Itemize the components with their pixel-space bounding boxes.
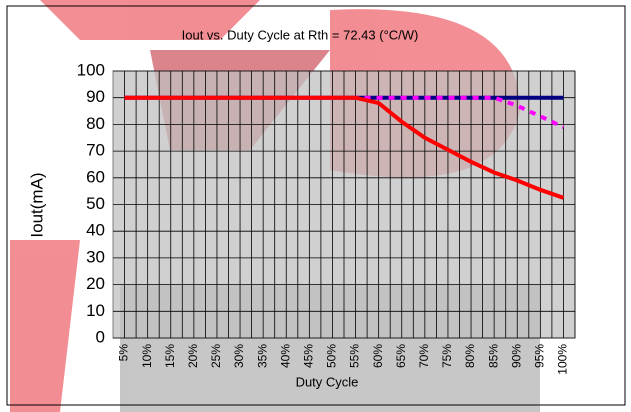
x-tick-label: 45% [302, 344, 316, 368]
y-tick-label: 20 [86, 274, 105, 293]
series-line [124, 95, 565, 200]
x-tick-label: 90% [509, 344, 523, 368]
y-tick-label: 80 [86, 114, 105, 133]
x-tick-label: 60% [371, 344, 385, 368]
y-tick-label: 0 [96, 327, 105, 346]
x-tick-label: 100% [556, 344, 570, 375]
y-axis-label: Iout(mA) [27, 172, 46, 237]
x-tick-label: 55% [348, 344, 362, 368]
x-axis-label: Duty Cycle [296, 374, 359, 389]
x-tick-label: 70% [417, 344, 431, 368]
y-tick-label: 50 [86, 194, 105, 213]
y-tick-label: 70 [86, 141, 105, 160]
watermark-shape [10, 240, 80, 412]
x-tick-label: 25% [209, 344, 223, 368]
x-tick-label: 30% [232, 344, 246, 368]
x-tick-label: 75% [440, 344, 454, 368]
y-tick-label: 90 [86, 87, 105, 106]
x-tick-label: 50% [325, 344, 339, 368]
x-tick-label: 85% [486, 344, 500, 368]
y-tick-label: 30 [86, 247, 105, 266]
x-tick-label: 15% [163, 344, 177, 368]
x-tick-label: 10% [140, 344, 154, 368]
x-tick-label: 40% [278, 344, 292, 368]
y-tick-label: 40 [86, 221, 105, 240]
x-tick-label: 80% [463, 344, 477, 368]
x-tick-label: 65% [394, 344, 408, 368]
x-tick-label: 5% [117, 344, 131, 362]
y-tick-label: 10 [86, 301, 105, 320]
x-tick-label: 35% [255, 344, 269, 368]
watermark-shape [40, 0, 260, 40]
chart-title: Iout vs. Duty Cycle at Rth = 72.43 (°C/W… [182, 27, 419, 42]
y-tick-label: 60 [86, 167, 105, 186]
x-tick-label: 95% [533, 344, 547, 368]
chart-frame [6, 5, 626, 406]
x-tick-label: 20% [186, 344, 200, 368]
y-tick-label: 100 [77, 60, 105, 79]
